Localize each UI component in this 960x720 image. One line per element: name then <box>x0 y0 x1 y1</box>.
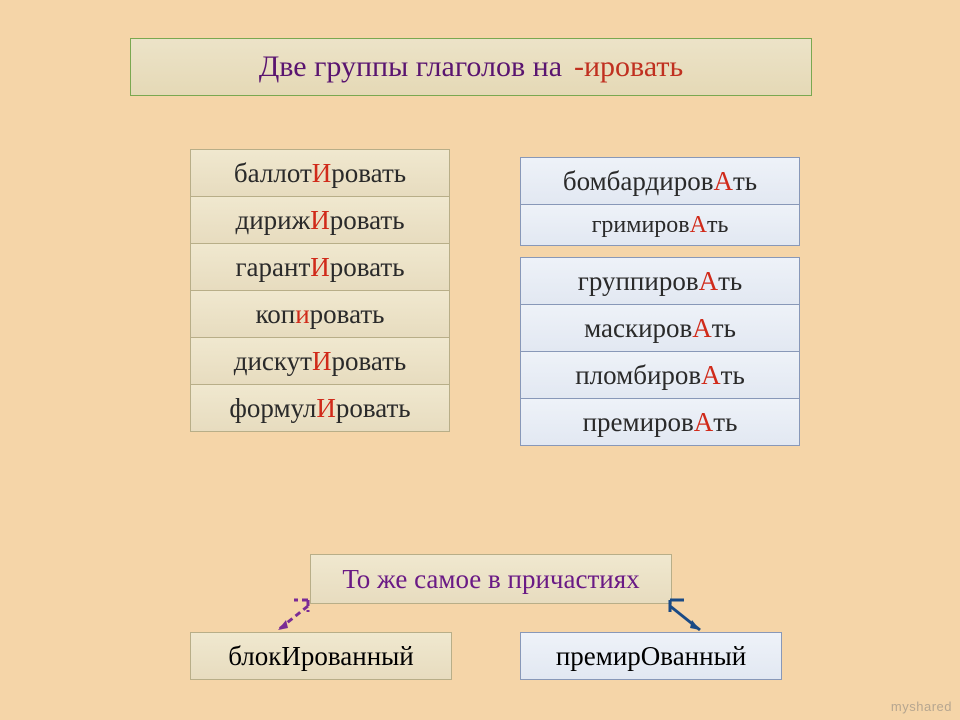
left-column: баллотИроватьдирижИроватьгарантИроватько… <box>190 150 450 432</box>
word-cell: гримировАть <box>520 204 800 246</box>
word-pre: гарант <box>235 252 310 283</box>
arrow-right-icon <box>666 596 706 636</box>
word-post: ровать <box>310 299 385 330</box>
word-post: рованный <box>301 641 414 672</box>
word-highlight: А <box>690 212 707 239</box>
watermark: myshared <box>891 699 952 714</box>
word-pre: премир <box>556 641 641 672</box>
word-pre: гримиров <box>592 212 690 239</box>
word-post: ровать <box>331 346 406 377</box>
word-cell: премировАть <box>520 398 800 446</box>
word-cell: гарантИровать <box>190 243 450 291</box>
bottom-left-cell: блокИрованный <box>190 632 452 680</box>
word-highlight: И <box>312 158 332 189</box>
word-post: ровать <box>330 205 405 236</box>
word-highlight: И <box>316 393 336 424</box>
word-highlight: А <box>701 360 721 391</box>
word-cell: бомбардировАть <box>520 157 800 205</box>
word-pre: формул <box>229 393 316 424</box>
word-cell: копировать <box>190 290 450 338</box>
subtitle-box: То же самое в причастиях <box>310 554 672 604</box>
right-column: бомбардировАтьгримировАтьгруппировАтьмас… <box>520 158 800 446</box>
word-highlight: А <box>699 266 719 297</box>
word-pre: маскиров <box>584 313 692 344</box>
word-highlight: А <box>694 407 714 438</box>
word-highlight: А <box>713 166 733 197</box>
word-post: ть <box>733 166 757 197</box>
word-cell: пломбировАть <box>520 351 800 399</box>
word-post: ть <box>712 313 736 344</box>
subtitle-text: То же самое в причастиях <box>342 564 639 595</box>
word-highlight: А <box>692 313 712 344</box>
word-highlight: И <box>310 205 330 236</box>
word-pre: блок <box>228 641 281 672</box>
word-pre: премиров <box>583 407 694 438</box>
title-box: Две группы глаголов на -ировать <box>130 38 812 96</box>
word-post: ровать <box>336 393 411 424</box>
word-pre: баллот <box>234 158 312 189</box>
word-cell: маскировАть <box>520 304 800 352</box>
word-post: ванный <box>660 641 746 672</box>
word-highlight: О <box>641 641 661 672</box>
word-highlight: И <box>312 346 332 377</box>
word-highlight: и <box>295 299 309 330</box>
word-cell: дирижИровать <box>190 196 450 244</box>
word-pre: группиров <box>578 266 699 297</box>
title-main: Две группы глаголов на <box>259 50 562 84</box>
word-post: ровать <box>331 158 406 189</box>
word-pre: дискут <box>234 346 312 377</box>
word-pre: дириж <box>235 205 310 236</box>
bottom-right-cell: премирОванный <box>520 632 782 680</box>
arrow-left-icon <box>272 596 312 636</box>
word-cell: баллотИровать <box>190 149 450 197</box>
title-suffix: -ировать <box>574 50 683 84</box>
word-post: ть <box>713 407 737 438</box>
word-post: ть <box>718 266 742 297</box>
word-post: ть <box>721 360 745 391</box>
word-post: ровать <box>330 252 405 283</box>
word-pre: коп <box>256 299 296 330</box>
word-highlight: И <box>281 641 301 672</box>
word-pre: пломбиров <box>575 360 701 391</box>
word-post: ть <box>707 212 728 239</box>
word-cell: дискутИровать <box>190 337 450 385</box>
word-highlight: И <box>310 252 330 283</box>
word-cell: формулИровать <box>190 384 450 432</box>
word-pre: бомбардиров <box>563 166 714 197</box>
word-cell: группировАть <box>520 257 800 305</box>
